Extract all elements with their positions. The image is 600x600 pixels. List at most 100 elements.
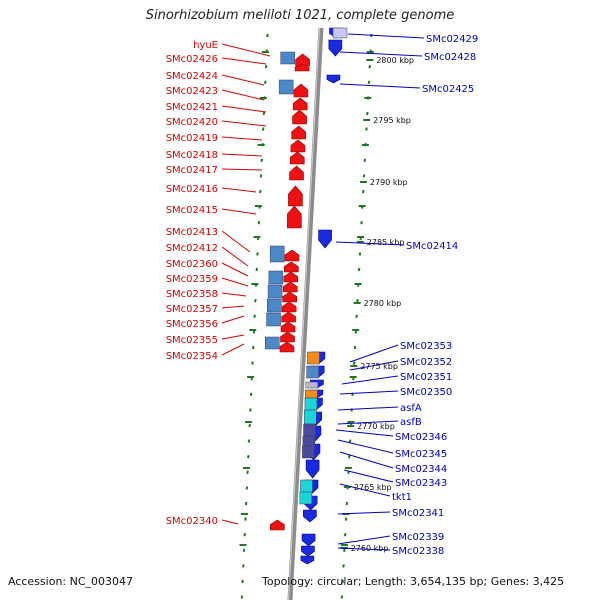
reverse-gene-arrow[interactable] <box>326 74 341 84</box>
feature-box-right[interactable] <box>299 491 313 505</box>
gene-label-left[interactable]: SMc02358 <box>166 289 218 300</box>
feature-box-right[interactable] <box>304 397 318 411</box>
scale-dot <box>244 501 248 506</box>
reverse-gene-arrow[interactable] <box>301 533 316 547</box>
gene-label-right[interactable]: SMc02339 <box>392 532 444 543</box>
scale-dot <box>365 127 368 131</box>
forward-gene-arrow[interactable] <box>284 249 300 262</box>
gene-leader-line <box>221 277 249 287</box>
feature-box-right[interactable] <box>306 365 319 379</box>
gene-label-right[interactable]: SMc02414 <box>406 241 458 252</box>
gene-label-left[interactable]: SMc02415 <box>166 205 218 216</box>
gene-label-left[interactable]: SMc02413 <box>166 227 218 238</box>
forward-gene-arrow[interactable] <box>292 97 308 111</box>
gene-label-left[interactable]: SMc02360 <box>166 259 218 270</box>
gene-leader-line <box>339 83 421 89</box>
gene-label-right[interactable]: asfA <box>400 403 422 414</box>
gene-label-right[interactable]: SMc02344 <box>395 464 447 475</box>
accession-text: Accession: NC_003047 <box>8 575 134 588</box>
reverse-gene-arrow[interactable] <box>303 509 317 523</box>
feature-box-right[interactable] <box>300 479 313 493</box>
gene-leader-line <box>335 429 394 437</box>
forward-gene-arrow[interactable] <box>270 519 285 531</box>
reverse-gene-arrow[interactable] <box>305 459 320 479</box>
gene-label-right[interactable]: SMc02425 <box>422 84 474 95</box>
gene-label-right[interactable]: SMc02341 <box>392 508 444 519</box>
feature-box-right[interactable] <box>305 381 319 389</box>
gene-label-right[interactable]: SMc02338 <box>392 546 444 557</box>
gene-label-left[interactable]: SMc02412 <box>166 243 218 254</box>
scale-dot <box>257 221 261 225</box>
feature-box-top[interactable] <box>332 27 348 39</box>
scale-dot <box>261 127 265 131</box>
gene-label-right[interactable]: asfB <box>400 417 422 428</box>
feature-box-right[interactable] <box>302 445 315 459</box>
feature-box-left[interactable] <box>265 336 280 350</box>
forward-gene-arrow[interactable] <box>289 151 305 165</box>
gene-label-left[interactable]: SMc02356 <box>166 319 218 330</box>
feature-box-left[interactable] <box>267 284 283 299</box>
gene-leader-line <box>339 483 391 497</box>
forward-gene-arrow[interactable] <box>279 341 295 353</box>
feature-box-left[interactable] <box>278 79 294 95</box>
gene-label-left[interactable]: SMc02340 <box>166 516 218 527</box>
scale-dot <box>254 299 257 303</box>
scale-dot <box>343 548 346 552</box>
forward-gene-arrow[interactable] <box>288 185 303 207</box>
forward-gene-arrow[interactable] <box>289 165 304 181</box>
gene-label-right[interactable]: SMc02352 <box>400 357 452 368</box>
reverse-gene-arrow[interactable] <box>318 229 332 249</box>
gene-leader-line <box>221 120 267 127</box>
gene-label-left[interactable]: SMc02357 <box>166 304 218 315</box>
gene-label-right[interactable]: SMc02346 <box>395 432 447 443</box>
feature-box-left[interactable] <box>280 51 295 65</box>
feature-box-right[interactable] <box>307 351 320 365</box>
feature-box-left[interactable] <box>268 270 284 285</box>
feature-box-right[interactable] <box>303 423 316 437</box>
gene-label-right[interactable]: SMc02428 <box>424 52 476 63</box>
scale-label: 2780 kbp <box>364 299 402 308</box>
gene-label-right[interactable]: SMc02353 <box>400 341 452 352</box>
gene-label-left[interactable]: SMc02416 <box>166 184 218 195</box>
reverse-gene-arrow[interactable] <box>328 39 343 57</box>
forward-gene-arrow[interactable] <box>293 83 309 98</box>
gene-label-right[interactable]: SMc02429 <box>426 34 478 45</box>
scale-dot <box>245 486 249 490</box>
gene-label-left[interactable]: SMc02421 <box>166 102 218 113</box>
gene-label-right[interactable]: SMc02343 <box>395 478 447 489</box>
gene-label-left[interactable]: SMc02417 <box>166 165 218 176</box>
gene-label-left[interactable]: SMc02420 <box>166 117 218 128</box>
forward-gene-arrow[interactable] <box>292 109 307 125</box>
scale-dot <box>264 65 268 69</box>
scale-dot <box>259 189 262 194</box>
scale-dot <box>348 455 351 459</box>
gene-label-left[interactable]: SMc02418 <box>166 150 218 161</box>
feature-box-left[interactable] <box>267 298 282 313</box>
feature-box-right[interactable] <box>304 409 317 425</box>
gene-label-left[interactable]: SMc02423 <box>166 86 218 97</box>
gene-label-left[interactable]: SMc02424 <box>166 71 218 82</box>
gene-label-left[interactable]: SMc02426 <box>166 54 218 65</box>
scale-dot <box>251 345 255 350</box>
gene-label-right[interactable]: SMc02350 <box>400 387 452 398</box>
gene-label-left[interactable]: SMc02355 <box>166 335 218 346</box>
forward-gene-arrow[interactable] <box>294 63 310 72</box>
forward-gene-arrow[interactable] <box>291 125 306 140</box>
gene-leader-line <box>221 168 263 171</box>
forward-gene-arrow[interactable] <box>287 205 302 229</box>
gene-label-left[interactable]: SMc02419 <box>166 133 218 144</box>
feature-box-left[interactable] <box>269 245 285 263</box>
gene-label-right[interactable]: tkt1 <box>392 492 412 503</box>
gene-label-left[interactable]: hyuE <box>193 40 218 51</box>
gene-label-left[interactable]: SMc02359 <box>166 274 218 285</box>
gene-label-right[interactable]: SMc02351 <box>400 372 452 383</box>
reverse-gene-arrow[interactable] <box>300 555 315 565</box>
forward-gene-arrow[interactable] <box>290 139 306 153</box>
feature-box-right[interactable] <box>305 389 318 399</box>
feature-box-left[interactable] <box>266 312 281 327</box>
reverse-gene-arrow[interactable] <box>301 545 315 557</box>
scale-dot <box>264 80 267 84</box>
gene-label-left[interactable]: SMc02354 <box>166 351 218 362</box>
gene-label-right[interactable]: SMc02345 <box>395 449 447 460</box>
